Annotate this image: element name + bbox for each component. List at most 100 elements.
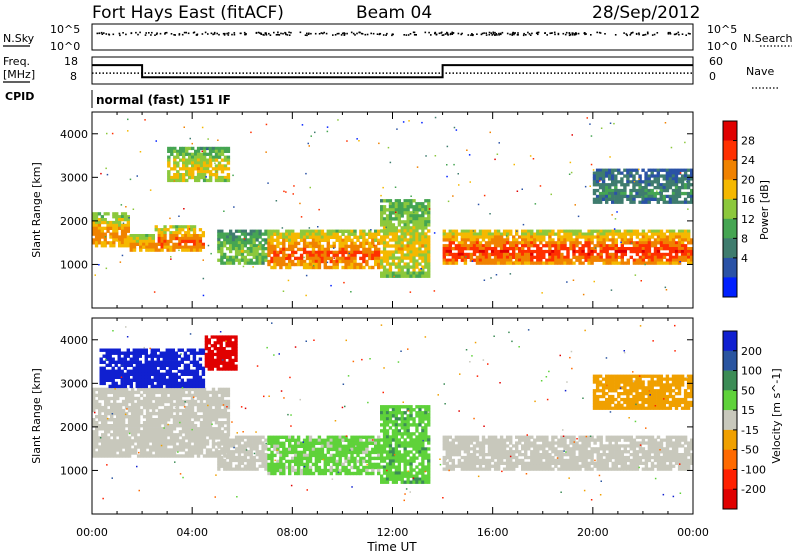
- range-gate-cell: [397, 205, 401, 209]
- range-gate-cell: [211, 387, 216, 392]
- range-gate-cell: [662, 168, 666, 172]
- nsky-point: [544, 32, 546, 34]
- range-gate-cell: [359, 265, 363, 270]
- range-gate-cell: [635, 261, 640, 265]
- range-gate-cell: [261, 444, 265, 448]
- range-gate-cell: [311, 256, 316, 261]
- range-gate-cell: [332, 444, 336, 448]
- range-gate-cell: [452, 195, 454, 197]
- range-gate-cell: [659, 174, 663, 178]
- range-gate-cell: [139, 436, 144, 440]
- range-gate-cell: [107, 445, 111, 449]
- range-gate-cell: [427, 265, 431, 269]
- range-gate-cell: [144, 348, 148, 352]
- range-gate-cell: [481, 255, 486, 259]
- range-gate-cell: [168, 360, 172, 364]
- range-gate-cell: [162, 357, 166, 361]
- range-gate-cell: [406, 217, 410, 221]
- nsky-point: [358, 31, 360, 34]
- range-gate-cell: [605, 229, 609, 233]
- range-gate-cell: [95, 445, 99, 449]
- range-gate-cell: [542, 255, 546, 259]
- range-gate-cell: [148, 387, 153, 392]
- range-gate-cell: [644, 174, 648, 178]
- range-gate-cell: [394, 208, 398, 212]
- range-gate-cell: [175, 411, 180, 416]
- range-gate-cell: [105, 354, 109, 358]
- nsky-point: [308, 32, 310, 35]
- range-gate-cell: [288, 459, 292, 464]
- range-gate-cell: [617, 232, 621, 236]
- range-gate-cell: [415, 271, 419, 275]
- range-gate-cell: [466, 255, 471, 259]
- range-gate-cell: [581, 244, 585, 248]
- range-gate-cell: [217, 453, 221, 457]
- range-gate-cell: [650, 261, 655, 265]
- range-gate-cell: [373, 244, 375, 247]
- range-gate-cell: [674, 235, 679, 239]
- range-gate-cell: [160, 448, 165, 452]
- range-gate-cell: [243, 232, 247, 236]
- nsky-point: [409, 33, 412, 35]
- range-gate-cell: [656, 171, 660, 175]
- range-gate-cell: [189, 378, 194, 382]
- range-gate-cell: [160, 421, 165, 425]
- range-gate-cell: [169, 245, 173, 249]
- range-gate-cell: [157, 454, 162, 458]
- range-gate-cell: [120, 226, 125, 230]
- range-gate-cell: [515, 247, 519, 251]
- range-gate-cell: [323, 250, 327, 255]
- range-gate-cell: [338, 462, 342, 467]
- range-gate-cell: [135, 357, 139, 361]
- range-gate-cell: [104, 442, 108, 446]
- range-gate-cell: [282, 290, 285, 292]
- range-gate-cell: [650, 232, 655, 236]
- range-gate-cell: [683, 244, 688, 248]
- range-gate-cell: [94, 212, 99, 216]
- range-gate-cell: [341, 241, 345, 246]
- range-gate-cell: [151, 421, 156, 425]
- range-gate-cell: [163, 439, 168, 443]
- range-gate-cell: [172, 439, 177, 443]
- range-gate-cell: [220, 261, 224, 265]
- range-gate-cell: [231, 347, 235, 351]
- range-gate-cell: [680, 229, 685, 233]
- range-gate-cell: [302, 465, 307, 470]
- range-gate-cell: [505, 232, 510, 236]
- range-gate-cell: [427, 274, 431, 278]
- range-gate-cell: [117, 384, 121, 389]
- range-gate-cell: [246, 467, 250, 471]
- range-gate-cell: [463, 235, 468, 239]
- range-gate-cell: [560, 255, 564, 259]
- range-gate-cell: [175, 421, 180, 425]
- range-gate-cell: [208, 399, 213, 404]
- range-gate-cell: [496, 249, 501, 254]
- range-gate-cell: [420, 268, 422, 270]
- range-gate-cell: [185, 146, 189, 151]
- range-gate-cell: [291, 247, 295, 252]
- range-gate-cell: [118, 448, 123, 452]
- range-gate-cell: [521, 244, 525, 248]
- range-gate-cell: [190, 451, 195, 455]
- range-gate-cell: [174, 357, 178, 361]
- range-gate-cell: [644, 191, 648, 196]
- range-gate-cell: [234, 229, 239, 233]
- range-gate-cell: [326, 447, 330, 452]
- range-gate-cell: [457, 244, 462, 248]
- range-gate-cell: [101, 445, 105, 449]
- range-gate-cell: [566, 261, 570, 265]
- range-gate-cell: [279, 250, 283, 255]
- range-gate-cell: [308, 450, 313, 455]
- range-gate-cell: [184, 430, 189, 434]
- range-gate-cell: [220, 232, 224, 236]
- range-gate-cell: [584, 241, 588, 245]
- range-gate-cell: [130, 430, 135, 434]
- range-gate-cell: [279, 462, 283, 467]
- range-gate-cell: [194, 149, 198, 153]
- range-gate-cell: [273, 471, 277, 476]
- range-gate-cell: [385, 274, 390, 278]
- range-gate-cell: [671, 238, 676, 242]
- range-gate-cell: [391, 217, 396, 221]
- range-gate-cell: [424, 208, 428, 212]
- nsky-point: [529, 34, 532, 36]
